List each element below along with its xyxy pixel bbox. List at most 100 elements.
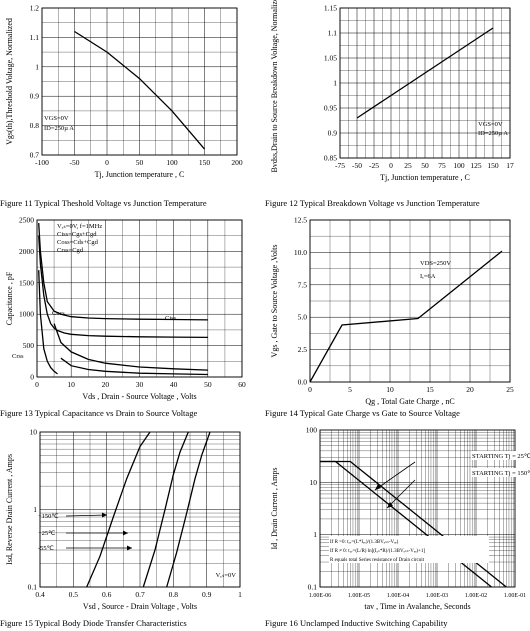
x-tick-label: 25: [404, 161, 412, 170]
figure-12-chart: -75 -50 -25 0 25 50 75 100 125 150 17 0.85 0.9 0.95 1 1…: [270, 0, 514, 182]
x-tick-label: -75: [335, 161, 345, 170]
y-tick-label: 10.0: [294, 248, 307, 257]
x-tick-label: 1.00E-03: [426, 593, 448, 599]
series-label: Crss: [12, 353, 24, 360]
y-axis-label: Vgs(th),Threshold Voltage, Normalized: [5, 18, 14, 145]
x-tick-label: 1.00E-02: [465, 593, 487, 599]
y-tick-label: 0.1: [28, 583, 38, 592]
x-tick-label: 20: [102, 380, 110, 389]
annotation-text: R equals total Series resistance of Drai…: [330, 558, 425, 563]
y-tick-label: 1: [313, 530, 317, 539]
annotation-text: VGS=0V: [44, 115, 69, 122]
annotation-text: Iₑ=6A: [420, 273, 436, 280]
x-axis-label: Tj, Junction temperature , C: [380, 173, 470, 182]
annotation-text: If R ≠ 0: tₐᵥ=(L/R) ln[(Iₐₛ*R)/(1.3BVₑₛₛ…: [330, 549, 425, 554]
y-tick-label: 0.95: [324, 104, 337, 113]
y-tick-label: 1.05: [324, 54, 337, 63]
x-tick-label: -50: [70, 158, 80, 167]
x-tick-label: 60: [238, 380, 246, 389]
plot-frame: [41, 7, 238, 156]
x-tick-label: 50: [204, 380, 212, 389]
x-tick-label: 30: [136, 380, 144, 389]
figure-13-caption: Figure 13 Typical Capacitance vs Drain t…: [0, 408, 198, 418]
x-tick-label: 50: [421, 161, 429, 170]
annotation-text: Vₑₛ=0V: [216, 572, 237, 579]
series-line: [309, 250, 503, 383]
x-tick-label: 1.00E-01: [504, 593, 526, 599]
x-tick-label: 125: [470, 161, 482, 170]
annotation-bg: [471, 451, 530, 460]
x-tick-label: 100: [166, 158, 178, 167]
x-tick-label: 10: [386, 385, 394, 394]
series-line: [166, 431, 211, 588]
y-tick-label: 1.2: [30, 4, 40, 13]
figure-14-chart: 0 5 10 15 20 25 0.0 2.5 5.0 7.5 10.0 12.5 Qg , Total…: [270, 216, 514, 407]
x-axis-label: Vsd , Source - Drain Voltage , Volts: [83, 602, 197, 611]
x-tick-label: 0.6: [102, 590, 112, 599]
y-tick-label: 1: [35, 62, 39, 71]
y-tick-label: 0.8: [30, 121, 40, 130]
annotation-text: Vₑₛ=0V, f=1MHz: [57, 223, 102, 230]
figure-15-chart: 0.4 0.5 0.6 0.7 0.8 0.9 1 0.1 1 10 Vsd , Source - …: [5, 428, 242, 612]
y-axis-label: Vgs , Gate to Source Voltage ,Volts: [270, 245, 279, 358]
figure-12-panel: -75 -50 -25 0 25 50 75 100 125 150 17 0.85 0.9 0.95 1 1…: [265, 0, 530, 210]
figure-14-panel: 0 5 10 15 20 25 0.0 2.5 5.0 7.5 10.0 12.5 Qg , Total…: [265, 210, 530, 420]
x-tick-label: 0.9: [202, 590, 212, 599]
arrow-head: [375, 484, 381, 490]
plot-group: 0 10 20 30 40 50 60 0 500 1000 1500 2000 2500 Vds , D…: [5, 216, 246, 402]
y-tick-label: 0.0: [298, 378, 308, 387]
x-tick-label: 0.7: [135, 590, 145, 599]
plot-group: 1.00E-06 1.00E-05 1.00E-04 1.00E-03 1.00E-02…: [270, 426, 530, 611]
y-tick-label: 12.5: [294, 216, 307, 225]
y-axis-label: Isd, Reverse Drain Current , Amps: [5, 454, 14, 565]
series-line: [320, 460, 492, 588]
arrow-head: [127, 545, 132, 551]
y-tick-label: 2500: [19, 216, 34, 225]
series-line: [53, 323, 208, 371]
annotation-text: Ciss=Cgs+Cgd: [57, 231, 97, 238]
series-label: +150℃: [38, 513, 59, 520]
plot-frame: [309, 219, 511, 383]
x-tick-label: 0.5: [69, 590, 79, 599]
annotation-text: Coss=Cds+Cgd: [57, 239, 99, 246]
series-line: [38, 235, 208, 339]
plot-group: -75 -50 -25 0 25 50 75 100 125 150 17 0.85 0.9 0.95 1 1…: [270, 0, 514, 182]
plot-group: 0.4 0.5 0.6 0.7 0.8 0.9 1 0.1 1 10 Vsd , Source - …: [5, 428, 242, 612]
series-line: [86, 431, 151, 588]
figure-11-panel: -100 -50 0 50 100 150 200 0.7 0.8 0.9 1 1.1 1.2 Tj, J…: [0, 0, 265, 210]
x-tick-label: 150: [199, 158, 211, 167]
x-tick-label: 150: [487, 161, 499, 170]
x-tick-label: 40: [170, 380, 178, 389]
y-tick-label: 100: [306, 426, 318, 435]
x-tick-label: 75: [438, 161, 446, 170]
y-tick-label: 1000: [19, 310, 34, 319]
x-axis-label: tav , Time in Avalanche, Seconds: [364, 602, 470, 611]
y-tick-label: 1.1: [328, 29, 338, 38]
x-tick-label: 1.00E-04: [387, 593, 409, 599]
figure-15-caption: Figure 15 Typical Body Diode Transfer Ch…: [0, 618, 187, 628]
annotation-bg: [329, 536, 489, 545]
x-tick-label: 25: [506, 385, 514, 394]
y-tick-label: 10: [310, 478, 318, 487]
x-tick-label: 50: [136, 158, 144, 167]
y-tick-label: 500: [23, 341, 35, 350]
y-tick-label: 2000: [19, 247, 34, 256]
y-tick-label: 5.0: [298, 313, 308, 322]
y-tick-label: 2.5: [298, 345, 308, 354]
label-arrow: [374, 461, 416, 491]
plot-frame: [319, 429, 516, 588]
y-tick-label: 0.9: [30, 92, 40, 101]
arrow-head: [123, 530, 128, 536]
x-tick-label: 1: [238, 590, 242, 599]
x-tick-label: 1.00E-06: [309, 593, 331, 599]
x-tick-label: 0: [35, 380, 39, 389]
label-arrow: [386, 479, 416, 509]
series-label: Ciss: [165, 315, 177, 322]
x-tick-label: 0.4: [35, 590, 45, 599]
annotation-bg: [329, 545, 489, 554]
series-label: +25℃: [38, 530, 56, 537]
x-tick-label: 17: [506, 161, 514, 170]
plot-group: -100 -50 0 50 100 150 200 0.7 0.8 0.9 1 1.1 1.2 Tj, J…: [5, 4, 243, 180]
x-tick-label: 200: [231, 158, 243, 167]
x-tick-label: -25: [369, 161, 379, 170]
